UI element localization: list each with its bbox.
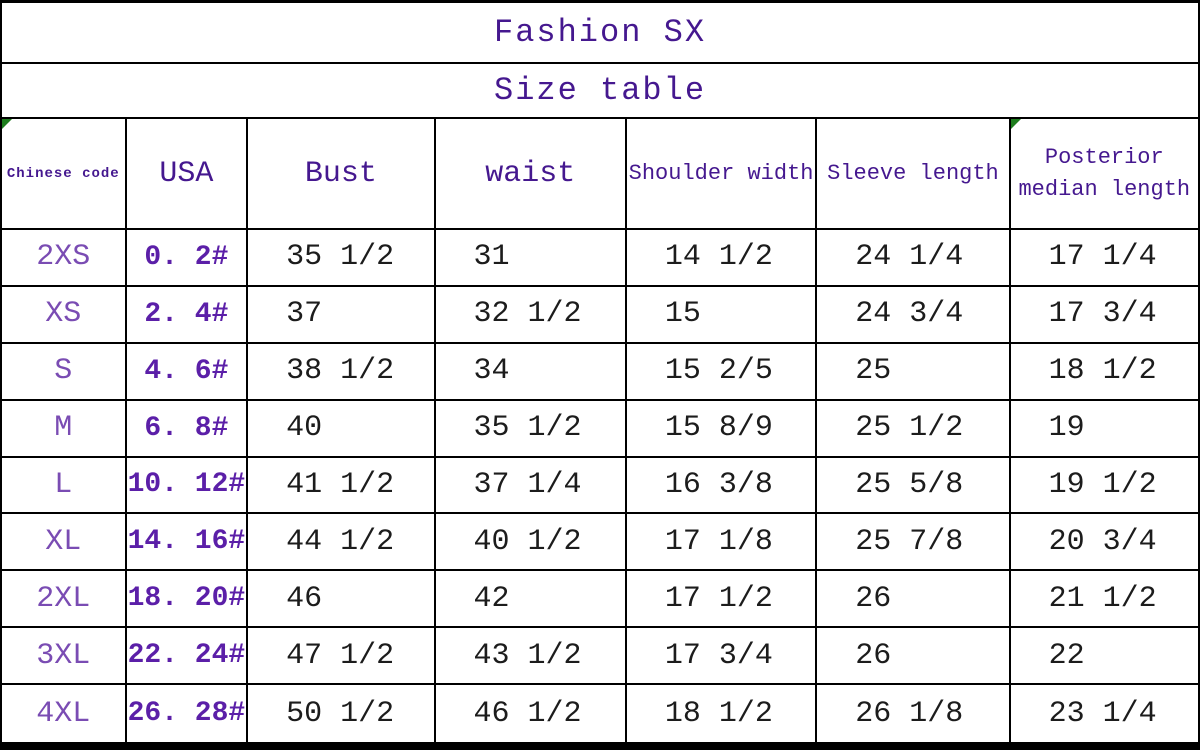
table-cell: 24 1/4	[817, 230, 1011, 287]
table-cell: 17 3/4	[626, 628, 818, 686]
table-cell: 14. 16#	[126, 514, 249, 572]
table-cell: 19 1/2	[1010, 458, 1198, 515]
column-header-bust: Bust	[248, 119, 436, 230]
column-header-shoulder-width: Shoulder width	[626, 119, 818, 230]
table-cell: 26	[817, 628, 1011, 686]
table-cell: 24 3/4	[817, 286, 1011, 344]
table-cell: 15	[626, 286, 818, 344]
table-cell: 37 1/4	[435, 457, 627, 515]
table-cell: 2. 4#	[126, 286, 249, 344]
table-cell: 46 1/2	[436, 685, 627, 742]
table-cell: 20 3/4	[1010, 514, 1198, 572]
table-cell: 37	[248, 286, 436, 344]
table-cell: 41 1/2	[248, 457, 436, 515]
table-cell: 18 1/2	[627, 685, 818, 742]
table-cell: 34	[435, 343, 627, 401]
table-cell: 3XL	[2, 628, 127, 686]
table-cell: 38 1/2	[248, 343, 436, 401]
table-cell: 46	[248, 571, 436, 629]
table-cell: 44 1/2	[248, 514, 436, 572]
table-cell: 0. 2#	[126, 230, 249, 287]
table-cell: 35 1/2	[248, 230, 436, 287]
table-cell: 17 1/2	[626, 571, 818, 629]
column-header-posterior-median-length: Posterior median length	[1010, 119, 1198, 230]
table-cell: L	[2, 457, 127, 515]
cell-flag-icon	[1010, 119, 1021, 129]
table-cell: 4XL	[2, 685, 127, 742]
table-cell: XS	[2, 286, 127, 344]
table-cell: 19	[1010, 401, 1198, 458]
table-cell: 31	[435, 230, 627, 287]
table-cell: M	[2, 400, 127, 458]
table-cell: 17 1/4	[1010, 230, 1198, 287]
column-header-waist: waist	[435, 119, 627, 230]
column-header-chinese-code: Chinese code	[2, 119, 127, 230]
table-cell: 25	[817, 343, 1011, 401]
table-cell: 17 1/8	[626, 514, 818, 572]
table-cell: 25 7/8	[817, 514, 1011, 572]
table-cell: 18. 20#	[126, 571, 249, 629]
table-cell: 25 1/2	[817, 400, 1011, 458]
column-header-usa: USA	[126, 119, 249, 230]
table-cell: 18 1/2	[1010, 344, 1198, 401]
cell-flag-icon	[2, 119, 12, 129]
table-cell: 32 1/2	[435, 286, 627, 344]
table-cell: S	[2, 343, 127, 401]
table-cell: 35 1/2	[435, 400, 627, 458]
table-cell: 23 1/4	[1048, 696, 1157, 731]
table-cell: 42	[435, 571, 627, 629]
table-cell: 21 1/2	[1010, 571, 1198, 629]
column-header-label: Chinese code	[6, 165, 120, 182]
column-header-label: Posterior median length	[1018, 144, 1191, 202]
table-cell: 2XL	[2, 571, 127, 629]
table-title: Size table	[2, 64, 1198, 119]
table-cell: 40 1/2	[435, 514, 627, 572]
table-cell: XL	[2, 514, 127, 572]
table-cell: 26	[817, 571, 1011, 629]
table-cell: 15 8/9	[626, 400, 818, 458]
table-cell: 2XS	[2, 230, 127, 287]
table-cell: 40	[248, 400, 436, 458]
column-header-sleeve-length: Sleeve length	[817, 119, 1011, 230]
table-cell: 25 5/8	[817, 457, 1011, 515]
table-cell: 50 1/2	[248, 685, 436, 742]
table-cell: 6. 8#	[126, 400, 249, 458]
table-cell: 15 2/5	[626, 343, 818, 401]
table-cell: 26 1/8	[817, 685, 1011, 742]
size-table: Chinese code USA Bust waist Shoulder wid…	[2, 119, 1198, 742]
table-cell: 16 3/8	[626, 457, 818, 515]
brand-title: Fashion SX	[2, 3, 1198, 64]
table-cell: 17 3/4	[1010, 287, 1198, 344]
table-cell: 14 1/2	[626, 230, 818, 287]
table-cell: 10. 12#	[126, 457, 249, 515]
table-cell: 4. 6#	[126, 343, 249, 401]
table-cell: 26. 28#	[127, 685, 249, 742]
table-cell: 22	[1010, 628, 1198, 686]
table-cell: 43 1/2	[435, 628, 627, 686]
table-cell: 22. 24#	[126, 628, 249, 686]
table-cell: 47 1/2	[248, 628, 436, 686]
